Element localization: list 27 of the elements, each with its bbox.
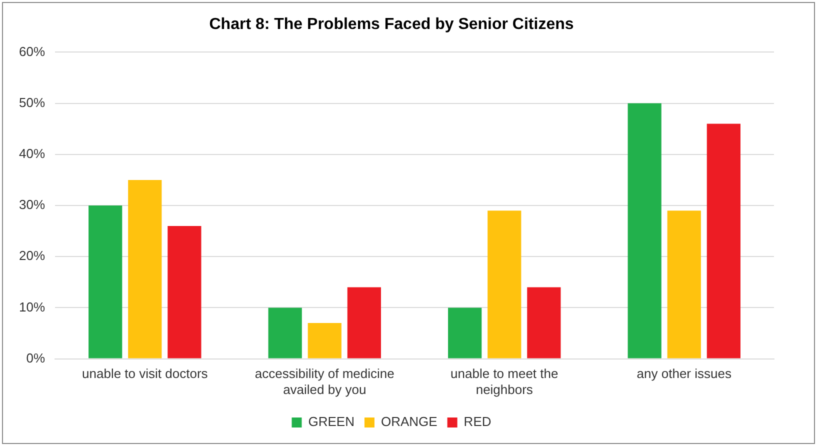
x-tick-label: accessibility of medicine availed by you <box>254 366 394 397</box>
x-tick-label: any other issues <box>636 366 732 382</box>
bar <box>667 210 701 358</box>
y-tick-label: 60% <box>18 44 46 59</box>
bar <box>308 323 342 358</box>
bar <box>268 308 302 358</box>
bar <box>448 308 482 358</box>
bar <box>128 180 162 358</box>
y-tick-label: 40% <box>18 146 46 161</box>
y-tick-label: 10% <box>18 299 46 314</box>
x-tick-label: unable to meet the neighbors <box>450 366 558 397</box>
bar <box>628 103 662 358</box>
bar <box>88 206 122 358</box>
bar <box>347 287 381 358</box>
bar <box>527 287 561 358</box>
y-tick-label: 0% <box>26 350 46 366</box>
y-tick-label: 30% <box>18 197 46 212</box>
y-tick-label: 20% <box>18 248 46 264</box>
bar <box>168 226 202 358</box>
x-tick-label: unable to visit doctors <box>82 366 208 382</box>
y-tick-label: 50% <box>18 94 46 110</box>
legend-label: GREEN <box>308 414 354 430</box>
bar <box>488 210 522 358</box>
chart-title: Chart 8: The Problems Faced by Senior Citizens <box>209 16 574 34</box>
bar <box>706 124 740 358</box>
legend-label: ORANGE <box>380 414 438 430</box>
legend-label: RED <box>464 414 492 430</box>
